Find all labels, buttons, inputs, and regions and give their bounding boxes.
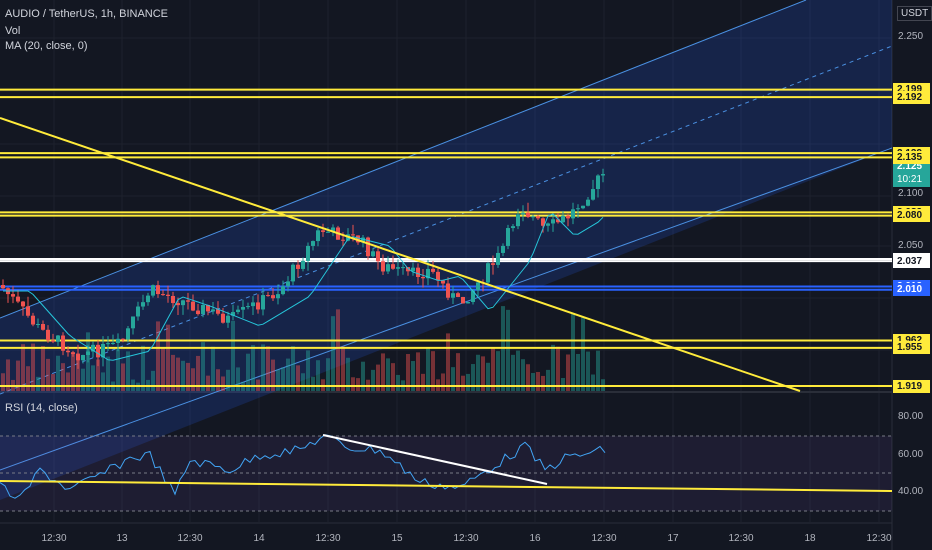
candles[interactable] [1, 168, 605, 369]
time-axis-label: 12:30 [315, 533, 341, 544]
grid-lines [0, 0, 892, 523]
rsi-pane[interactable] [0, 393, 892, 523]
time-axis-label: 17 [667, 533, 679, 544]
bar-countdown: 10:21 [897, 174, 923, 185]
rsi-axis-label: 40.00 [898, 486, 924, 497]
current-price-tag: 2.125 10:21 [893, 160, 930, 187]
time-axis-label: 15 [391, 533, 403, 544]
volume-legend[interactable]: Vol [5, 25, 21, 37]
currency-label[interactable]: USDT [897, 6, 932, 21]
rsi-axis-label: 80.00 [898, 411, 924, 422]
time-axis-label: 14 [253, 533, 265, 544]
time-axis-label: 13 [116, 533, 128, 544]
price-level-tag[interactable]: 1.955 [893, 341, 930, 355]
time-axis-label: 12:30 [866, 533, 892, 544]
price-level-tag[interactable]: 1.919 [893, 379, 930, 393]
time-axis-label: 12:30 [728, 533, 754, 544]
volume-bars [1, 306, 605, 391]
rsi-divergence-line[interactable] [322, 434, 548, 485]
time-axis-label: 12:30 [453, 533, 479, 544]
rsi-axis-label: 60.00 [898, 449, 924, 460]
regression-channel[interactable] [0, 0, 893, 471]
price-level-tag[interactable]: 2.010 [893, 283, 930, 297]
time-axis-label: 12:30 [177, 533, 203, 544]
descending-trendline[interactable] [0, 117, 801, 392]
symbol-legend[interactable]: AUDIO / TetherUS, 1h, BINANCE [5, 8, 169, 20]
price-axis-label: 2.100 [898, 188, 924, 199]
price-level-tag[interactable]: 2.135 [893, 150, 930, 164]
rsi-support-trendline[interactable] [0, 480, 893, 492]
time-axis-label: 12:30 [591, 533, 617, 544]
price-level-tag[interactable]: 2.037 [893, 254, 930, 268]
price-level-tag[interactable]: 2.080 [893, 209, 930, 223]
rsi-legend[interactable]: RSI (14, close) [5, 402, 78, 414]
price-level-tag[interactable]: 2.192 [893, 90, 930, 104]
rsi-line[interactable] [0, 434, 606, 499]
price-axis-label: 2.050 [898, 240, 924, 251]
current-price: 2.125 [897, 161, 923, 172]
time-axis-label: 12:30 [41, 533, 67, 544]
regression-channel-fill [0, 0, 892, 500]
time-axis-label: 16 [529, 533, 541, 544]
ma-line[interactable] [3, 213, 604, 361]
time-axis-label: 18 [804, 533, 816, 544]
ma-legend[interactable]: MA (20, close, 0) [5, 40, 88, 52]
price-axis-label: 2.250 [898, 31, 924, 42]
